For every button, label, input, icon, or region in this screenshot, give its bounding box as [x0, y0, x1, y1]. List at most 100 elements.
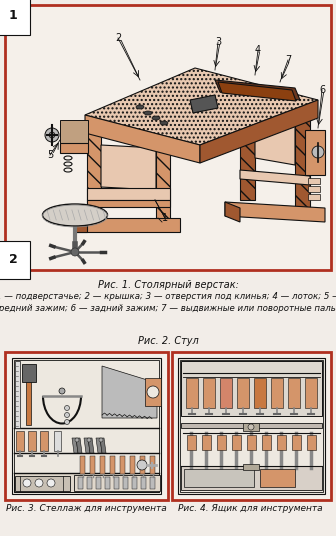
Ellipse shape [136, 105, 144, 109]
Polygon shape [190, 95, 218, 113]
Polygon shape [156, 143, 170, 220]
Bar [14, 473, 159, 492]
Polygon shape [85, 68, 318, 145]
Bar [110, 456, 115, 474]
Circle shape [65, 413, 70, 418]
Circle shape [75, 438, 79, 442]
Bar [220, 378, 232, 408]
Text: Рис. 3. Стеллаж для инструмента: Рис. 3. Стеллаж для инструмента [6, 504, 166, 513]
Polygon shape [215, 80, 300, 100]
Bar [262, 435, 271, 450]
Bar [243, 464, 259, 470]
Polygon shape [200, 100, 318, 163]
Bar [308, 194, 320, 200]
Bar [180, 360, 323, 492]
Bar [150, 477, 155, 489]
Polygon shape [240, 170, 310, 185]
Polygon shape [87, 200, 170, 207]
Bar [15, 476, 70, 491]
Bar [16, 431, 24, 451]
Bar [96, 477, 101, 489]
Text: 5: 5 [47, 150, 53, 160]
Bar [178, 358, 325, 494]
Bar [217, 435, 226, 450]
Circle shape [65, 406, 70, 411]
Bar [54, 431, 61, 451]
Polygon shape [88, 438, 94, 453]
Bar [15, 361, 20, 428]
Text: 4: 4 [255, 45, 261, 55]
Bar [181, 423, 322, 428]
Polygon shape [225, 202, 325, 222]
Bar [292, 435, 301, 450]
Bar [305, 378, 317, 408]
Bar [271, 378, 283, 408]
Bar [26, 380, 31, 425]
Circle shape [59, 388, 65, 394]
Circle shape [71, 248, 79, 256]
Polygon shape [96, 438, 102, 453]
Circle shape [99, 438, 103, 442]
Bar [288, 378, 300, 408]
Text: 2: 2 [115, 33, 121, 43]
Text: 1 — подверстачье; 2 — крышка; 3 — отверстия под клинья; 4 — лоток; 5 —
передний : 1 — подверстачье; 2 — крышка; 3 — отверс… [0, 292, 336, 313]
Circle shape [137, 460, 147, 470]
Polygon shape [84, 438, 90, 453]
Bar [14, 360, 159, 492]
Bar [181, 466, 322, 490]
Polygon shape [225, 202, 240, 222]
Circle shape [49, 132, 55, 138]
Bar [120, 456, 125, 474]
Text: 7: 7 [285, 55, 291, 65]
Text: 6: 6 [319, 85, 325, 95]
Circle shape [248, 424, 254, 430]
Circle shape [23, 479, 31, 487]
Bar [78, 477, 83, 489]
Polygon shape [101, 145, 156, 190]
Bar [181, 361, 322, 416]
Polygon shape [60, 143, 88, 153]
Ellipse shape [42, 204, 108, 226]
Bar [130, 456, 135, 474]
Ellipse shape [160, 121, 168, 125]
Bar [277, 435, 286, 450]
Polygon shape [295, 120, 310, 210]
Text: 1: 1 [162, 213, 168, 223]
Polygon shape [87, 130, 101, 220]
Bar [237, 378, 249, 408]
Polygon shape [75, 218, 87, 232]
Polygon shape [218, 82, 296, 101]
Text: Рис. 2. Стул: Рис. 2. Стул [138, 336, 198, 346]
Bar [132, 477, 137, 489]
Bar [40, 431, 48, 451]
Bar [100, 456, 105, 474]
Ellipse shape [152, 116, 160, 120]
Bar [172, 352, 331, 500]
Circle shape [87, 438, 91, 442]
Bar [308, 178, 320, 184]
Circle shape [312, 146, 324, 158]
Bar [247, 435, 256, 450]
Bar [105, 477, 110, 489]
Bar [87, 477, 92, 489]
Bar [22, 364, 36, 382]
Text: 3: 3 [215, 37, 221, 47]
Circle shape [35, 479, 43, 487]
Bar [80, 456, 85, 474]
Bar [5, 5, 331, 270]
Bar [243, 423, 259, 431]
Bar [145, 378, 161, 406]
Circle shape [45, 128, 59, 142]
Polygon shape [305, 130, 325, 175]
Bar [308, 186, 320, 192]
Text: Рис. 4. Ящик для инструмента: Рис. 4. Ящик для инструмента [178, 504, 322, 513]
Circle shape [47, 479, 55, 487]
Text: Рис. 1. Столярный верстак:: Рис. 1. Столярный верстак: [97, 280, 239, 290]
Bar [203, 378, 215, 408]
Polygon shape [85, 115, 200, 163]
Polygon shape [100, 438, 106, 453]
Polygon shape [240, 110, 255, 200]
Polygon shape [75, 218, 180, 232]
Polygon shape [60, 120, 88, 143]
Bar [141, 477, 146, 489]
